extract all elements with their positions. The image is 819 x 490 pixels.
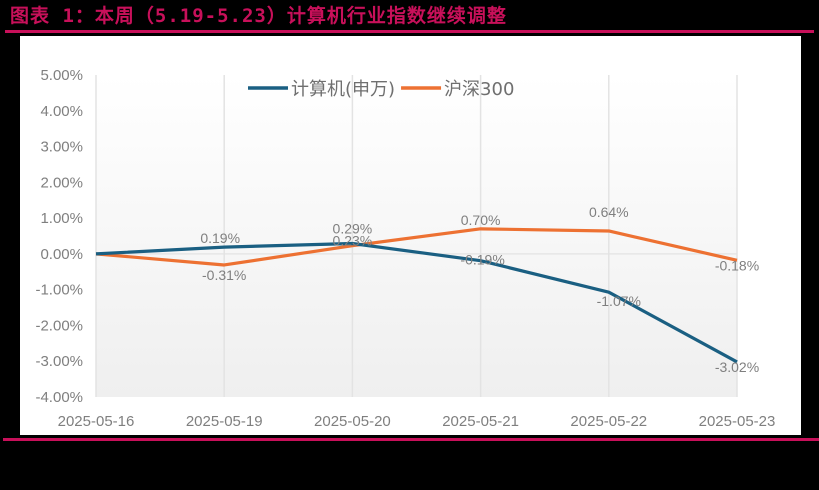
legend: 计算机(申万) 沪深300 <box>248 79 514 100</box>
y-tick-label: 2.00% <box>40 174 83 191</box>
y-tick-label: -2.00% <box>35 317 83 334</box>
legend-label: 沪深300 <box>444 79 514 100</box>
y-tick-label: -1.00% <box>35 282 83 299</box>
data-label: 0.23% <box>333 233 373 249</box>
y-axis: 5.00% 4.00% 3.00% 2.00% 1.00% 0.00% -1.00% -2.0… <box>35 67 83 406</box>
data-label: -3.02% <box>715 359 759 375</box>
y-tick-label: 5.00% <box>40 67 83 84</box>
figure-title: 图表 1：本周（5.19-5.23）计算机行业指数继续调整 <box>10 5 507 27</box>
series-lines <box>95 227 738 364</box>
data-labels: 0.19% 0.29% -0.19% -1.07% -3.02% -0.31% 0.23% 0… <box>200 204 759 375</box>
y-tick-label: 4.00% <box>40 103 83 120</box>
legend-label: 计算机(申万) <box>291 79 395 100</box>
data-label: 0.19% <box>200 230 240 246</box>
x-tick-label: 2025-05-20 <box>314 413 391 430</box>
chart-panel: 5.00% 4.00% 3.00% 2.00% 1.00% 0.00% -1.00% -2.0… <box>20 36 801 435</box>
series-line <box>95 227 738 267</box>
gridlines <box>95 75 738 397</box>
x-tick-label: 2025-05-23 <box>699 413 776 430</box>
x-tick-label: 2025-05-21 <box>442 413 519 430</box>
bottom-rule <box>3 438 819 441</box>
x-tick-label: 2025-05-16 <box>58 413 135 430</box>
line-chart: 5.00% 4.00% 3.00% 2.00% 1.00% 0.00% -1.00% -2.0… <box>35 67 776 430</box>
y-tick-label: 0.00% <box>40 246 83 263</box>
y-tick-label: -3.00% <box>35 353 83 370</box>
data-label: 0.29% <box>333 221 373 237</box>
series-line <box>95 241 738 364</box>
title-rule <box>5 30 814 33</box>
data-label: -1.07% <box>597 293 641 309</box>
data-label: -0.31% <box>202 267 246 283</box>
x-tick-label: 2025-05-19 <box>186 413 263 430</box>
data-label: 0.64% <box>589 204 629 220</box>
data-label: 0.70% <box>461 212 501 228</box>
x-tick-label: 2025-05-22 <box>570 413 647 430</box>
y-tick-label: 1.00% <box>40 210 83 227</box>
data-label: -0.19% <box>460 252 504 268</box>
data-label: -0.18% <box>715 257 759 273</box>
x-axis: 2025-05-16 2025-05-19 2025-05-20 2025-05-21… <box>58 413 776 430</box>
y-tick-label: -4.00% <box>35 389 83 406</box>
y-tick-label: 3.00% <box>40 139 83 156</box>
